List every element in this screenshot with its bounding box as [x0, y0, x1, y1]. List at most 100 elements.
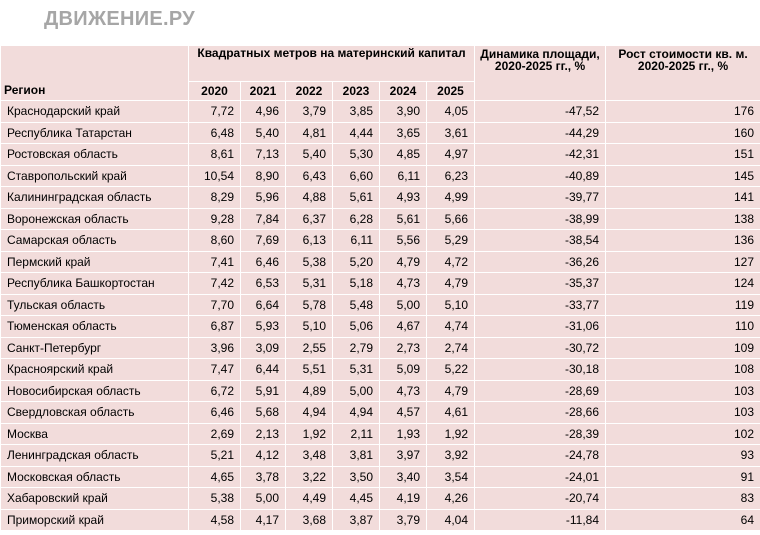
sqm-value-cell: 8,29 — [188, 186, 241, 209]
region-cell: Хабаровский край — [0, 487, 189, 510]
region-cell: Ставропольский край — [0, 164, 189, 187]
sqm-value-cell: 6,72 — [188, 379, 241, 402]
table-row: Ленинградская область 5,21 4,12 3,48 3,81 3,9… — [0, 444, 760, 467]
sqm-value-cell: 1,92 — [285, 422, 333, 445]
dynamics-cell: -11,84 — [474, 508, 607, 531]
sqm-value-cell: 7,47 — [188, 358, 241, 381]
sqm-value-cell: 5,61 — [379, 207, 427, 230]
sqm-value-cell: 2,74 — [425, 336, 476, 359]
sqm-value-cell: 5,00 — [240, 487, 286, 510]
dynamics-cell: -38,99 — [474, 207, 607, 230]
sqm-value-cell: 6,53 — [240, 272, 286, 295]
sqm-value-cell: 3,90 — [379, 100, 427, 123]
sqm-value-cell: 3,61 — [425, 121, 476, 144]
sqm-value-cell: 6,46 — [240, 250, 286, 273]
sqm-value-cell: 7,84 — [240, 207, 286, 230]
sqm-value-cell: 2,13 — [240, 422, 286, 445]
dynamics-cell: -39,77 — [474, 186, 607, 209]
sqm-value-cell: 2,11 — [332, 422, 380, 445]
growth-cell: 83 — [605, 487, 760, 510]
dynamics-cell: -42,31 — [474, 143, 607, 166]
region-cell: Свердловская область — [0, 401, 189, 424]
sqm-value-cell: 6,13 — [285, 229, 333, 252]
sqm-value-cell: 5,06 — [332, 315, 380, 338]
sqm-value-cell: 5,51 — [285, 358, 333, 381]
sqm-value-cell: 5,22 — [425, 358, 476, 381]
sqm-value-cell: 4,74 — [425, 315, 476, 338]
growth-cell: 124 — [605, 272, 760, 295]
region-cell: Тульская область — [0, 293, 189, 316]
sqm-value-cell: 4,17 — [240, 508, 286, 531]
sqm-value-cell: 5,20 — [332, 250, 380, 273]
region-cell: Самарская область — [0, 229, 189, 252]
sqm-value-cell: 6,28 — [332, 207, 380, 230]
sqm-value-cell: 7,41 — [188, 250, 241, 273]
dynamics-cell: -30,18 — [474, 358, 607, 381]
region-cell: Тюменская область — [0, 315, 189, 338]
sqm-value-cell: 5,30 — [332, 143, 380, 166]
table-row: Свердловская область 6,46 5,68 4,94 4,94 4,57… — [0, 401, 760, 424]
sqm-value-cell: 3,85 — [332, 100, 380, 123]
table-row: Хабаровский край 5,38 5,00 4,49 4,45 4,19 4,26… — [0, 487, 760, 510]
region-cell: Москва — [0, 422, 189, 445]
region-cell: Новосибирская область — [0, 379, 189, 402]
growth-header: Рост стоимости кв. м. 2020-2025 гг., % — [605, 45, 760, 101]
sqm-value-cell: 6,44 — [240, 358, 286, 381]
sqm-value-cell: 3,92 — [425, 444, 476, 467]
table-row: Москва 2,69 2,13 1,92 2,11 1,93 1,92 -28,39 102 — [0, 422, 760, 445]
dynamics-cell: -20,74 — [474, 487, 607, 510]
sqm-value-cell: 4,99 — [425, 186, 476, 209]
sqm-value-cell: 6,11 — [379, 164, 427, 187]
sqm-value-cell: 5,68 — [240, 401, 286, 424]
sqm-value-cell: 4,05 — [425, 100, 476, 123]
sqm-value-cell: 3,81 — [332, 444, 380, 467]
region-cell: Красноярский край — [0, 358, 189, 381]
year-header: 2024 — [379, 81, 427, 101]
sqm-value-cell: 4,72 — [425, 250, 476, 273]
sqm-value-cell: 3,22 — [285, 465, 333, 488]
growth-cell: 103 — [605, 401, 760, 424]
sqm-value-cell: 4,61 — [425, 401, 476, 424]
sqm-value-cell: 6,11 — [332, 229, 380, 252]
sqm-value-cell: 5,21 — [188, 444, 241, 467]
sqm-value-cell: 5,18 — [332, 272, 380, 295]
dynamics-cell: -40,89 — [474, 164, 607, 187]
sqm-value-cell: 3,79 — [285, 100, 333, 123]
growth-cell: 119 — [605, 293, 760, 316]
year-header: 2022 — [285, 81, 333, 101]
table-body: Краснодарский край 7,72 4,96 3,79 3,85 3,90 4,… — [0, 100, 760, 531]
sqm-value-cell: 3,50 — [332, 465, 380, 488]
growth-cell: 136 — [605, 229, 760, 252]
table-row: Самарская область 8,60 7,69 6,13 6,11 5,56 5,2… — [0, 229, 760, 252]
sqm-value-cell: 5,66 — [425, 207, 476, 230]
sqm-value-cell: 6,64 — [240, 293, 286, 316]
sqm-value-cell: 2,79 — [332, 336, 380, 359]
sqm-value-cell: 3,48 — [285, 444, 333, 467]
region-cell: Ростовская область — [0, 143, 189, 166]
dynamics-cell: -44,29 — [474, 121, 607, 144]
sqm-value-cell: 5,78 — [285, 293, 333, 316]
sqm-value-cell: 8,90 — [240, 164, 286, 187]
dynamics-cell: -28,69 — [474, 379, 607, 402]
table-row: Московская область 4,65 3,78 3,22 3,50 3,40 3,… — [0, 465, 760, 488]
sqm-group-header: Квадратных метров на материнский капитал — [187, 45, 476, 82]
sqm-value-cell: 4,93 — [379, 186, 427, 209]
sqm-value-cell: 3,54 — [425, 465, 476, 488]
growth-cell: 127 — [605, 250, 760, 273]
sqm-value-cell: 4,85 — [379, 143, 427, 166]
sqm-value-cell: 2,73 — [379, 336, 427, 359]
sqm-value-cell: 1,93 — [379, 422, 427, 445]
growth-cell: 64 — [605, 508, 760, 531]
growth-cell: 110 — [605, 315, 760, 338]
growth-cell: 102 — [605, 422, 760, 445]
sqm-value-cell: 3,68 — [285, 508, 333, 531]
sqm-value-cell: 5,10 — [285, 315, 333, 338]
growth-cell: 109 — [605, 336, 760, 359]
sqm-value-cell: 3,87 — [332, 508, 380, 531]
sqm-value-cell: 3,96 — [188, 336, 241, 359]
sqm-value-cell: 3,97 — [379, 444, 427, 467]
table-row: Красноярский край 7,47 6,44 5,51 5,31 5,09 5,2… — [0, 358, 760, 381]
dynamics-cell: -33,77 — [474, 293, 607, 316]
sqm-value-cell: 5,09 — [379, 358, 427, 381]
table-row: Пермский край 7,41 6,46 5,38 5,20 4,79 4,72 -36… — [0, 250, 760, 273]
